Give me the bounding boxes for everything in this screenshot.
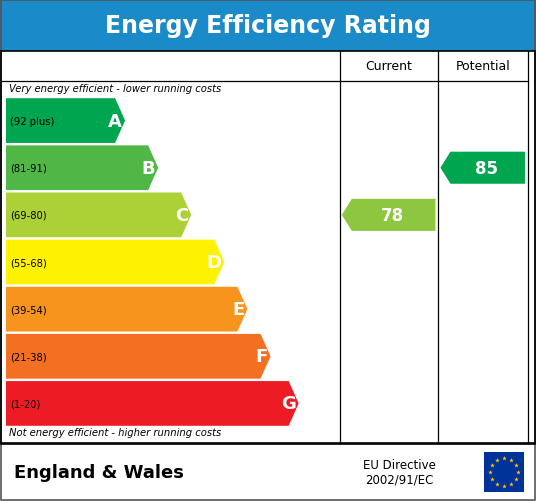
Text: (92 plus): (92 plus) <box>10 116 54 126</box>
Text: B: B <box>142 159 155 177</box>
Text: E: E <box>232 301 244 319</box>
Polygon shape <box>342 199 435 231</box>
Polygon shape <box>441 152 525 184</box>
Text: Energy Efficiency Rating: Energy Efficiency Rating <box>105 14 431 38</box>
Text: England & Wales: England & Wales <box>14 463 184 481</box>
Text: (81-91): (81-91) <box>10 163 47 173</box>
Text: EU Directive: EU Directive <box>363 458 436 471</box>
Text: G: G <box>281 395 296 413</box>
Bar <box>0 0 536 52</box>
Polygon shape <box>6 381 299 426</box>
Polygon shape <box>6 334 271 379</box>
Text: 2002/91/EC: 2002/91/EC <box>365 472 433 485</box>
Polygon shape <box>6 287 248 332</box>
Polygon shape <box>6 240 224 285</box>
Text: 85: 85 <box>475 159 498 177</box>
Text: D: D <box>206 254 221 272</box>
Text: Potential: Potential <box>456 61 511 73</box>
Polygon shape <box>6 193 191 238</box>
Text: (21-38): (21-38) <box>10 352 47 362</box>
Text: Not energy efficient - higher running costs: Not energy efficient - higher running co… <box>9 427 221 437</box>
Bar <box>1 52 535 444</box>
Text: A: A <box>108 112 122 130</box>
Polygon shape <box>6 99 125 144</box>
Polygon shape <box>6 146 158 191</box>
Bar <box>484 452 524 492</box>
Text: (39-54): (39-54) <box>10 305 47 315</box>
Text: C: C <box>175 206 188 224</box>
Text: Current: Current <box>366 61 413 73</box>
Text: (1-20): (1-20) <box>10 399 40 409</box>
Text: 78: 78 <box>381 206 404 224</box>
Text: F: F <box>255 348 267 366</box>
Text: Very energy efficient - lower running costs: Very energy efficient - lower running co… <box>9 84 221 94</box>
Text: (69-80): (69-80) <box>10 210 47 220</box>
Text: (55-68): (55-68) <box>10 258 47 268</box>
